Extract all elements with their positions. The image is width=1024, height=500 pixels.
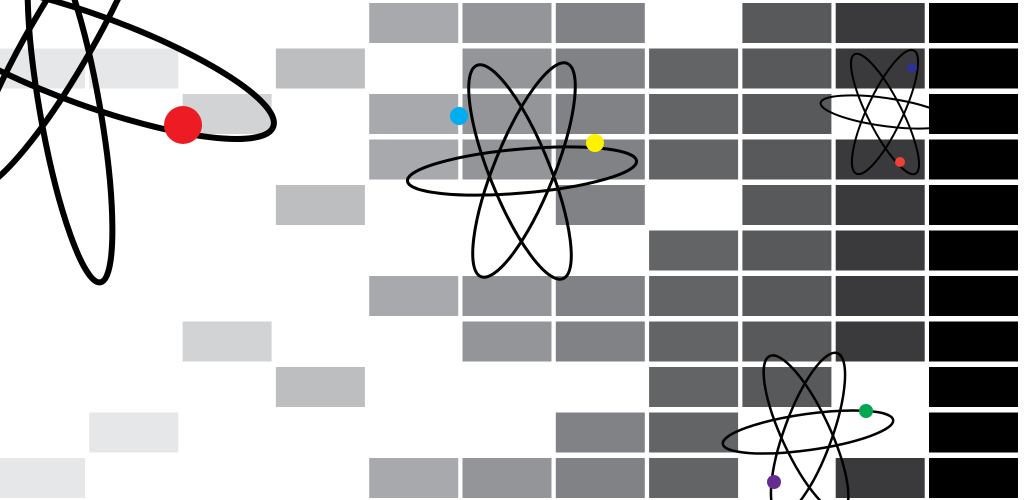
grid-tile [89, 48, 179, 89]
orbit-ring [467, 63, 573, 281]
grid-tile [555, 458, 645, 498]
grid-tile [929, 139, 1018, 180]
large-atom [0, 0, 277, 286]
grid-tile [275, 185, 365, 225]
grid-tile [462, 276, 552, 316]
orbit-ring [405, 145, 639, 197]
orbit-ring [721, 409, 895, 455]
grid-tile [555, 276, 645, 316]
grid-tile [929, 48, 1018, 89]
grid-tile [835, 458, 925, 498]
grid-tile [929, 276, 1018, 316]
grid-tile [929, 230, 1018, 271]
bottom-right-atom [721, 351, 895, 500]
grid-tile [929, 3, 1018, 43]
grid-tile [649, 230, 739, 271]
grid-tile [369, 3, 459, 43]
orbit-ring [0, 0, 153, 192]
grid-tile [649, 48, 739, 89]
grid-tile [649, 276, 739, 316]
orbit-ring [819, 94, 951, 130]
grid-tile [649, 139, 739, 180]
grid-tile [742, 321, 832, 362]
grid-tile [742, 230, 832, 271]
grid-tile [462, 458, 552, 498]
gray-tile-grid [0, 3, 1018, 498]
grid-tile [742, 185, 832, 225]
grid-tile [742, 94, 832, 134]
electron-dot [767, 475, 781, 489]
orbit-ring [850, 52, 920, 176]
grid-tile [929, 321, 1018, 362]
electron-dot [859, 404, 873, 418]
grid-tile [835, 185, 925, 225]
grid-tile [835, 3, 925, 43]
grid-tile [369, 276, 459, 316]
grid-tile [275, 367, 365, 407]
grid-tile [835, 321, 925, 362]
orbit-ring [471, 61, 577, 279]
grid-tile [649, 321, 739, 362]
grid-tile [929, 412, 1018, 453]
grid-tile [555, 185, 645, 225]
grid-tile [742, 276, 832, 316]
grid-tile [929, 367, 1018, 407]
grid-tile [835, 276, 925, 316]
grid-tile [555, 321, 645, 362]
grid-tile [89, 412, 179, 453]
grid-tile [0, 458, 85, 498]
orbit-ring [850, 48, 920, 176]
grid-tile [742, 139, 832, 180]
electron-dot [895, 157, 905, 167]
grid-tile [835, 230, 925, 271]
grid-tile [369, 458, 459, 498]
grid-tile [929, 185, 1018, 225]
grid-tile [929, 458, 1018, 498]
grid-tile [462, 3, 552, 43]
grid-tile [462, 94, 552, 134]
orbit-ring [769, 351, 847, 500]
electron-dot [164, 106, 202, 144]
electron-dot [907, 63, 917, 73]
grid-tile [742, 48, 832, 89]
grid-tile [555, 412, 645, 453]
grid-tile [462, 139, 552, 180]
atom-illustrations [0, 0, 951, 500]
electron-dot [586, 134, 604, 152]
grid-tile [742, 3, 832, 43]
electron-dot [450, 107, 468, 125]
grid-tile [742, 367, 832, 407]
center-atom [405, 61, 639, 281]
grid-tile [369, 94, 459, 134]
grid-tile [182, 321, 272, 362]
grid-tile [649, 94, 739, 134]
orbit-ring [24, 0, 116, 286]
grid-tile [462, 321, 552, 362]
grid-tile [275, 48, 365, 89]
grid-tile [555, 48, 645, 89]
top-right-atom [819, 48, 951, 176]
grid-tile [649, 458, 739, 498]
grid-tile [555, 3, 645, 43]
grid-tile [649, 367, 739, 407]
orbit-ring [762, 354, 850, 500]
